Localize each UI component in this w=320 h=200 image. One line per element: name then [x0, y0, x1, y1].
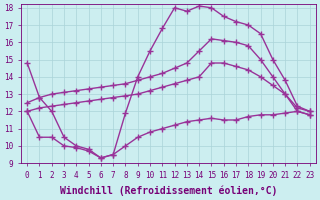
X-axis label: Windchill (Refroidissement éolien,°C): Windchill (Refroidissement éolien,°C)	[60, 185, 277, 196]
